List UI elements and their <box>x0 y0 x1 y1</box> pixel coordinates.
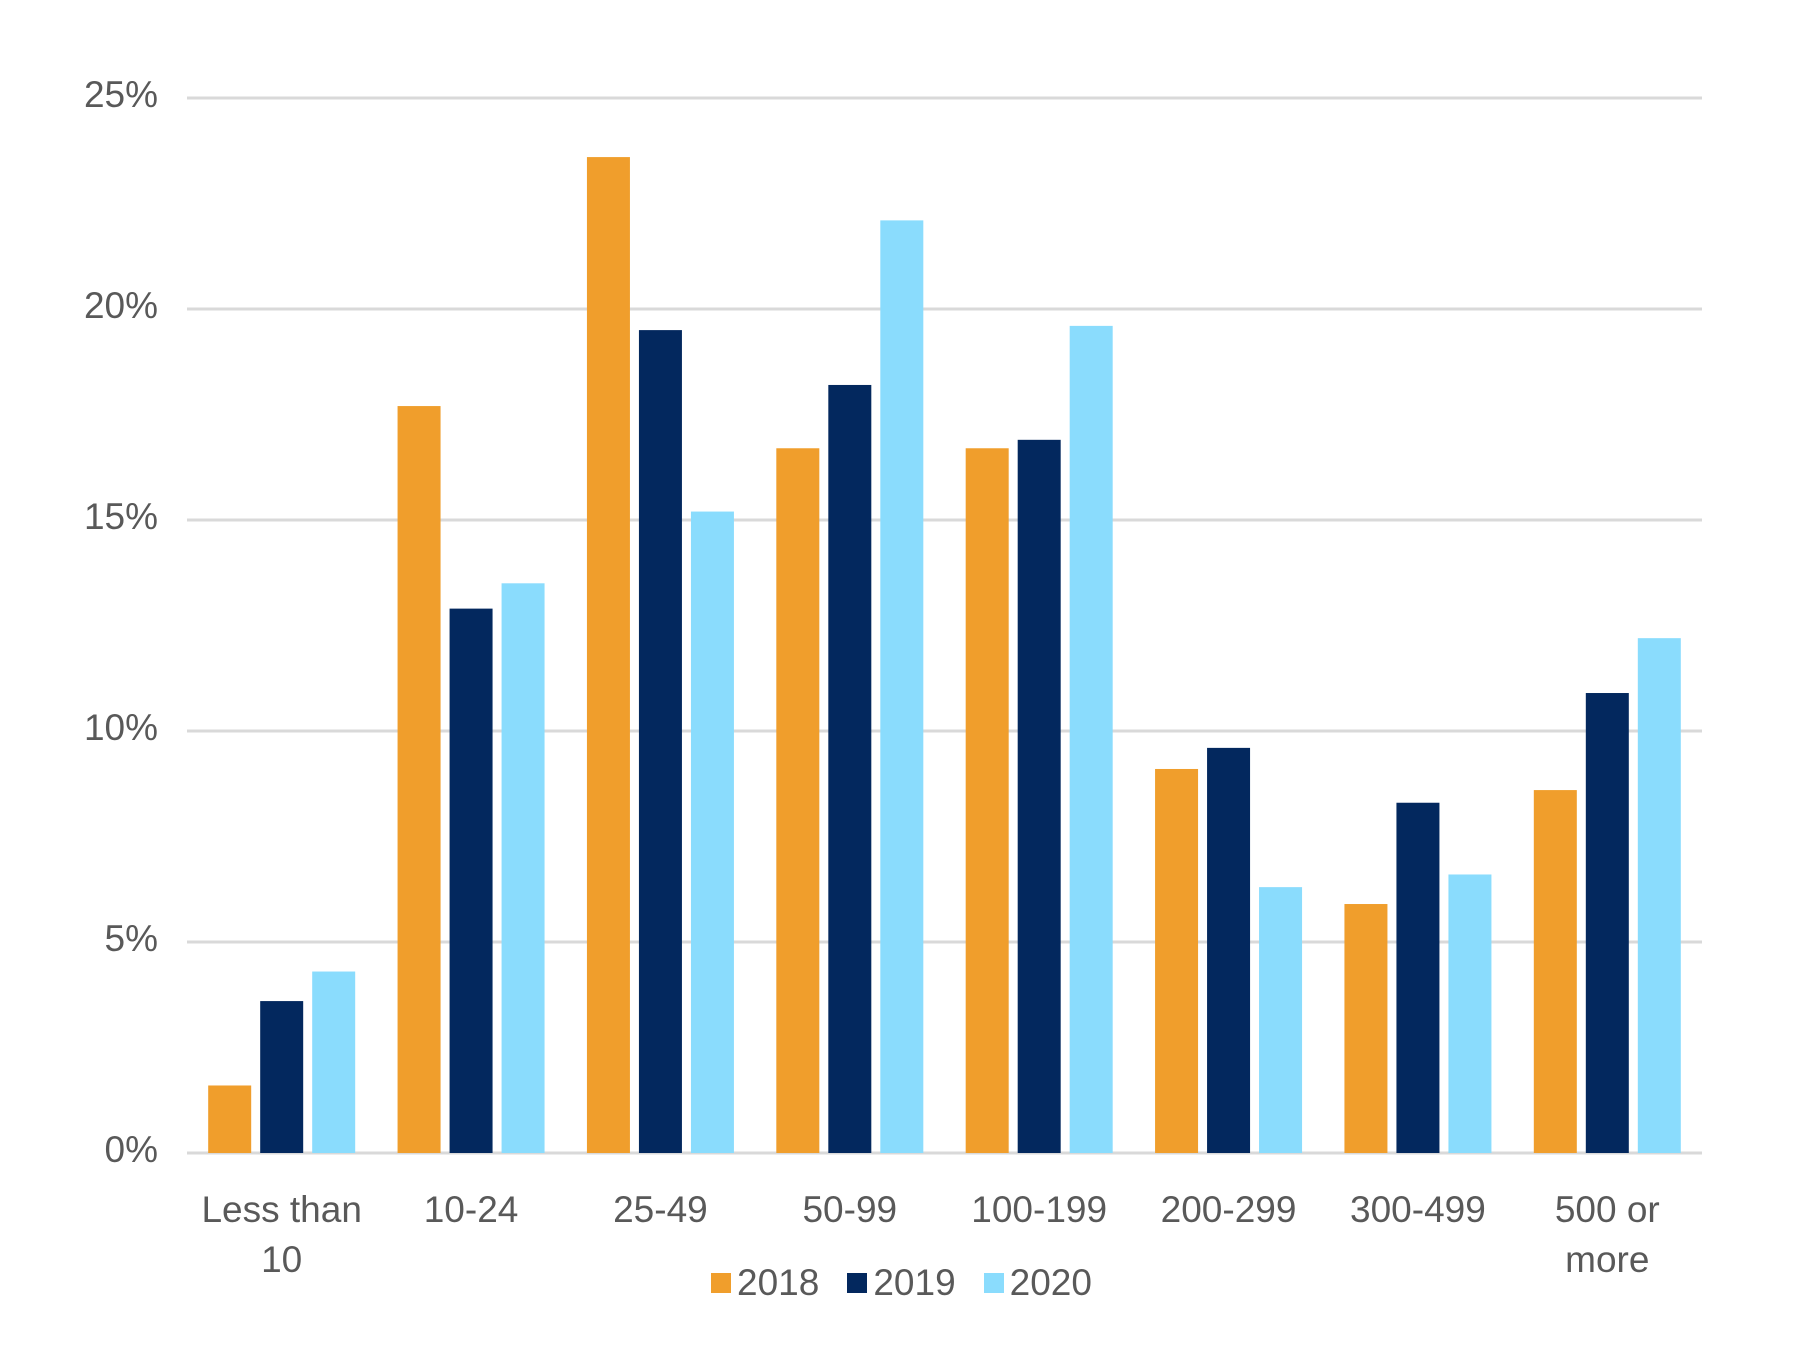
legend-label: 2018 <box>737 1262 820 1303</box>
y-tick-label: 15% <box>83 496 158 537</box>
bar <box>1637 638 1681 1153</box>
x-tick-label: 300-499 <box>1350 1189 1486 1230</box>
y-tick-label: 25% <box>83 74 158 115</box>
bar <box>1207 747 1251 1153</box>
bar <box>1585 693 1629 1153</box>
legend-swatch <box>847 1273 868 1293</box>
legend-label: 2020 <box>1009 1262 1092 1303</box>
bar <box>880 220 924 1153</box>
bar <box>776 448 820 1153</box>
bar <box>1448 874 1492 1153</box>
bar <box>397 406 441 1153</box>
y-tick-label: 5% <box>104 918 158 959</box>
bar <box>690 511 734 1153</box>
legend-swatch <box>711 1273 732 1293</box>
legend-item: 2018 <box>711 1262 819 1304</box>
bar <box>1396 802 1440 1153</box>
bar <box>828 384 872 1154</box>
bar <box>208 1085 252 1153</box>
y-tick-label: 20% <box>83 285 158 326</box>
bar <box>260 1001 304 1153</box>
bar <box>1533 790 1577 1153</box>
bar <box>586 157 630 1153</box>
x-tick-label: Less than 10 <box>201 1189 362 1280</box>
legend-swatch <box>983 1273 1004 1293</box>
bar <box>638 330 682 1154</box>
bar <box>965 448 1009 1153</box>
bar <box>1017 439 1061 1153</box>
x-tick-label: 25-49 <box>613 1189 708 1230</box>
bar <box>1069 325 1113 1153</box>
y-tick-label: 10% <box>83 707 158 748</box>
x-tick-label: 10-24 <box>423 1189 519 1230</box>
x-tick-label: 200-299 <box>1160 1189 1297 1230</box>
bar <box>1259 887 1303 1153</box>
legend-item: 2019 <box>847 1262 956 1304</box>
bar <box>449 608 493 1153</box>
x-tick-label: 500 or more <box>1554 1189 1660 1280</box>
y-tick-label: 0% <box>104 1129 158 1170</box>
bar <box>312 971 356 1153</box>
legend-item: 2020 <box>983 1262 1092 1304</box>
legend-label: 2019 <box>873 1262 956 1303</box>
legend: 2018 2019 2020 <box>0 1262 1803 1304</box>
bar <box>1155 768 1199 1153</box>
x-tick-label: 100-199 <box>971 1189 1108 1230</box>
bar <box>1344 904 1388 1153</box>
x-tick-label: 50-99 <box>802 1189 898 1230</box>
bar <box>501 583 545 1153</box>
